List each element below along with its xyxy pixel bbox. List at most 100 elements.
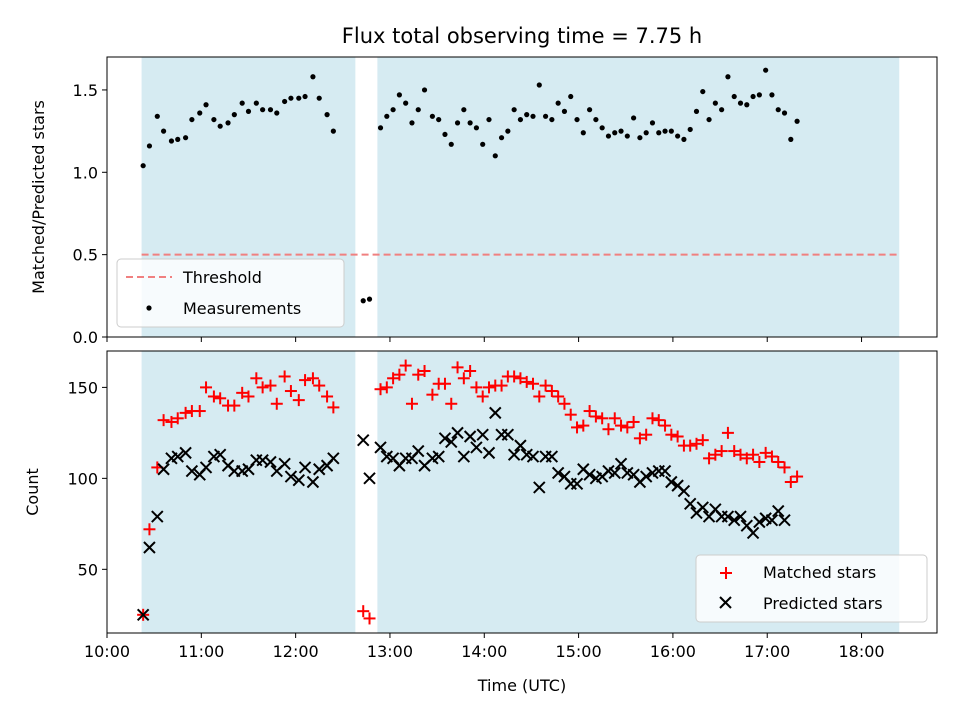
measurement-point (486, 116, 492, 123)
measurement-point (239, 100, 245, 106)
measurement-point (217, 123, 223, 129)
predicted-star-point (143, 541, 156, 554)
matched-star-point (207, 390, 220, 403)
measurement-point (409, 120, 415, 126)
matched-star-point (457, 372, 470, 385)
legend-measurements-swatch (146, 305, 152, 311)
measurement-point (231, 112, 237, 118)
measurement-point (788, 136, 794, 142)
predicted-star-point (374, 441, 387, 454)
matched-star-point (278, 370, 291, 383)
x-tick-label: 12:00 (273, 642, 319, 661)
matched-star-point (256, 381, 269, 394)
predicted-star-point (489, 406, 502, 420)
chart-title: Flux total observing time = 7.75 h (342, 24, 702, 48)
matched-star-point (495, 379, 508, 392)
measurement-point (282, 98, 288, 105)
legend-matched-swatch (720, 567, 732, 579)
measurement-point (706, 116, 712, 123)
legend-predicted-label: Predicted stars (763, 594, 883, 613)
matched-star-point (615, 419, 628, 432)
predicted-star-point (765, 513, 779, 527)
matched-star-point (426, 388, 439, 401)
predicted-star-point (683, 497, 697, 511)
top-y-axis-label: Matched/Predicted stars (29, 100, 48, 294)
matched-star-point (292, 394, 305, 407)
measurement-point (599, 125, 605, 131)
predicted-star-point (327, 452, 340, 465)
measurement-point (168, 138, 175, 144)
y-tick-label: 50 (78, 560, 98, 579)
measurement-point (146, 143, 153, 149)
measurement-point (253, 100, 259, 106)
measurement-point (384, 113, 390, 119)
matched-star-point (784, 475, 797, 488)
matched-star-point (380, 381, 393, 394)
measurement-point (756, 92, 762, 98)
measurement-point (612, 130, 618, 136)
matched-star-point (703, 452, 716, 465)
x-tick-label: 16:00 (650, 642, 696, 661)
matched-star-point (284, 385, 297, 398)
predicted-star-point (746, 526, 760, 540)
predicted-star-point (639, 470, 653, 483)
predicted-star-point (753, 515, 766, 529)
matched-star-point (374, 383, 387, 396)
y-tick-label: 150 (67, 378, 98, 397)
predicted-star-point (363, 472, 376, 485)
measurement-point (310, 74, 316, 80)
matched-star-point (728, 445, 741, 458)
measurement-point (662, 128, 668, 134)
measurement-point (643, 130, 649, 136)
matched-star-point (250, 372, 263, 385)
y-tick-label: 0.5 (73, 246, 98, 265)
matched-star-point (690, 437, 703, 450)
matched-star-point (765, 450, 778, 463)
predicted-star-point (482, 446, 496, 460)
measurement-point (140, 163, 146, 169)
measurement-point (461, 107, 467, 113)
x-tick-label: 18:00 (838, 642, 884, 661)
predicted-star-point (438, 432, 452, 445)
matched-star-point (171, 412, 184, 425)
predicted-star-point (463, 430, 477, 443)
x-tick-label: 15:00 (556, 642, 602, 661)
measurement-point (360, 298, 366, 304)
matched-star-point (193, 405, 206, 418)
predicted-star-point (445, 435, 458, 449)
predicted-star-point (199, 461, 213, 474)
measurement-point (436, 116, 442, 123)
matched-star-point (445, 397, 458, 410)
measurement-point (415, 107, 421, 113)
matched-star-point (633, 432, 646, 445)
measurement-point (586, 107, 593, 113)
matched-star-point (418, 365, 431, 378)
matched-star-point (214, 392, 227, 405)
measurement-point (296, 95, 302, 101)
predicted-star-point (157, 463, 170, 476)
matched-star-point (772, 455, 785, 468)
matched-star-point (321, 390, 334, 403)
top-legend-box (116, 258, 345, 328)
measurement-point (492, 153, 498, 159)
matched-star-point (399, 359, 412, 372)
predicted-star-point (721, 510, 735, 523)
measurement-point (267, 107, 274, 113)
measurement-point (781, 110, 788, 116)
matched-star-point (564, 408, 577, 421)
measurement-point (618, 128, 624, 134)
measurement-point (473, 125, 480, 131)
measurement-point (429, 113, 435, 119)
predicted-star-point (136, 608, 150, 622)
measurement-point (480, 141, 486, 147)
measurement-point (442, 131, 448, 138)
measurement-point (324, 112, 330, 118)
matched-star-point (533, 390, 546, 403)
measurement-point (448, 141, 454, 147)
matched-star-point (583, 405, 596, 418)
predicted-star-point (457, 450, 471, 463)
predicted-star-point (545, 450, 559, 463)
predicted-star-point (526, 450, 540, 463)
predicted-star-point (677, 484, 691, 498)
